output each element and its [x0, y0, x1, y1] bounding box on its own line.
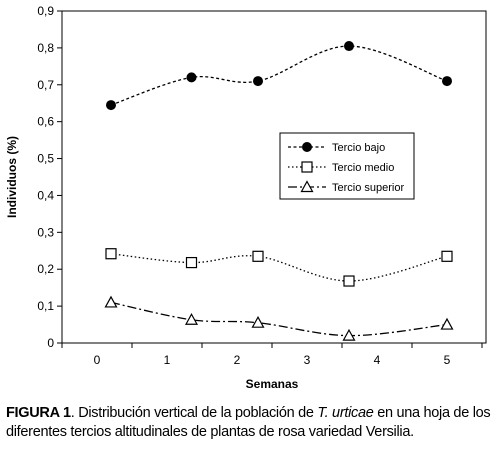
legend-marker-2: [300, 180, 314, 193]
caption-text-before: . Distribución vertical de la población …: [70, 405, 318, 421]
legend-label-1: Tercio medio: [332, 162, 394, 174]
caption-label: FIGURA 1: [6, 405, 71, 421]
y-tick-label: 0: [47, 336, 54, 350]
x-tick-label: 4: [374, 353, 381, 367]
caption-text-after: en una hoja de los diferentes tercios al…: [6, 405, 491, 440]
y-tick-label: 0,4: [37, 188, 54, 202]
y-tick-label: 0,9: [37, 4, 54, 18]
series-line-2: [110, 301, 448, 337]
legend-marker-1: [301, 161, 313, 173]
y-tick-label: 0,7: [37, 78, 54, 92]
series-markers: [104, 41, 454, 341]
y-tick-label: 0,1: [37, 299, 54, 313]
caption-species: T. urticae: [317, 405, 374, 421]
data-point-series-2: [251, 315, 265, 328]
data-point-series-0: [442, 76, 452, 87]
legend-label-2: Tercio superior: [332, 182, 404, 194]
x-tick-label: 0: [94, 353, 101, 367]
data-point-series-0: [106, 100, 116, 111]
data-point-series-2: [184, 313, 199, 325]
y-axis-title: Individuos (%): [5, 136, 19, 218]
x-tick-label: 3: [304, 353, 311, 367]
y-tick-label: 0,8: [37, 41, 54, 55]
data-point-series-1: [343, 275, 355, 287]
data-point-series-0: [344, 41, 354, 52]
data-point-series-2: [104, 295, 118, 308]
axes: 0 0,1 0,2 0,3 0,4 0,5 0,6 0,7 0,8 0,9 0 1 2 3 4 5 Semana…: [5, 4, 487, 391]
line-chart: 0 0,1 0,2 0,3 0,4 0,5 0,6 0,7 0,8 0,9 0 1 2 3 4 5 Semana…: [5, 4, 487, 391]
data-point-series-1: [441, 250, 453, 262]
data-point-series-0: [186, 72, 197, 83]
y-tick-label: 0,2: [37, 262, 54, 276]
legend-label-0: Tercio bajo: [332, 142, 385, 154]
data-point-series-1: [185, 256, 198, 269]
data-point-series-2: [440, 317, 454, 330]
y-tick-label: 0,6: [37, 115, 54, 129]
x-tick-label: 1: [164, 353, 171, 367]
x-tick-label: 5: [444, 353, 451, 367]
legend-marker-0: [302, 142, 312, 152]
x-axis-title: Semanas: [246, 377, 299, 391]
figure-caption: FIGURA 1. Distribución vertical de la po…: [6, 404, 492, 442]
y-tick-label: 0,3: [37, 225, 54, 239]
data-point-series-0: [253, 76, 263, 87]
y-tick-label: 0,5: [37, 152, 54, 166]
x-tick-label: 2: [234, 353, 241, 367]
data-point-series-1: [105, 248, 117, 260]
data-point-series-2: [342, 328, 356, 341]
legend: Tercio bajo Tercio medio Tercio superior: [279, 132, 415, 200]
data-point-series-1: [252, 250, 264, 262]
series-line-1: [110, 253, 448, 282]
plot-frame: [61, 10, 487, 344]
series-line-0: [110, 45, 448, 106]
